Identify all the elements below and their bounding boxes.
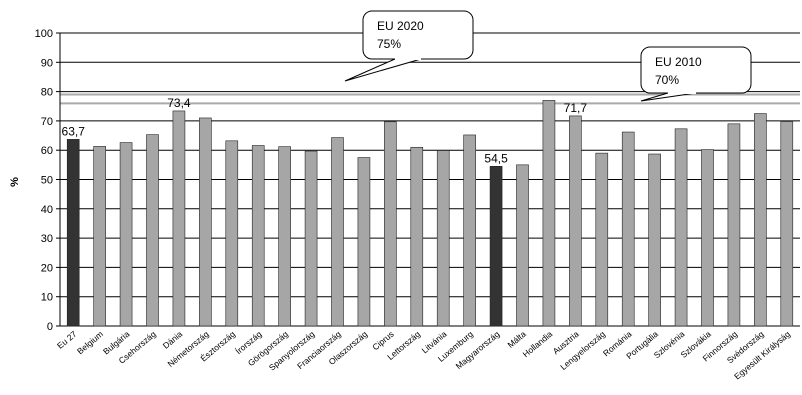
bar-ciprus xyxy=(384,121,397,327)
y-tick-label: 10 xyxy=(41,292,53,304)
callout-title: EU 2010 xyxy=(655,55,702,69)
y-tick-label: 20 xyxy=(41,262,53,274)
bar-magyarorszag xyxy=(489,166,503,327)
bar-hollandia xyxy=(542,100,556,327)
y-tick-label: 40 xyxy=(41,204,53,216)
bar-esztorszag xyxy=(225,140,239,327)
bar-belgium xyxy=(93,146,106,327)
callout-eu-2010: EU 2010 70% xyxy=(640,46,752,102)
bar-malta xyxy=(516,164,529,327)
bar-lettorszag xyxy=(410,146,424,327)
bar-luxemburg xyxy=(463,134,476,327)
y-tick-label: 50 xyxy=(41,175,53,187)
x-tick-label: Hollandia xyxy=(521,329,555,360)
bar-irorszag xyxy=(251,145,265,327)
data-label: 63,7 xyxy=(62,124,86,138)
bar-svedorszag xyxy=(754,113,767,327)
y-tick-label: 90 xyxy=(41,57,53,69)
y-axis-label: % xyxy=(9,177,21,187)
bar-romania xyxy=(621,131,635,327)
bar-lengyelorszag xyxy=(595,152,609,327)
bar-eu-27 xyxy=(66,139,80,327)
bar-nemetorszag xyxy=(199,117,212,327)
y-tick-label: 70 xyxy=(41,116,53,128)
bar-olaszorszag xyxy=(357,157,371,327)
x-tick-label: Málta xyxy=(505,329,528,350)
y-tick-label: 30 xyxy=(41,233,53,245)
bars xyxy=(66,100,794,327)
y-tick-label: 100 xyxy=(35,28,53,40)
data-label: 73,4 xyxy=(167,96,191,110)
bar-portugalia xyxy=(648,153,661,327)
callout-value: 70% xyxy=(655,73,679,87)
y-tick-label: 60 xyxy=(41,145,53,157)
bar-gorogorszag xyxy=(278,146,291,327)
bar-litvania xyxy=(436,150,450,327)
callout-value: 75% xyxy=(377,37,401,51)
axes: 0 10 20 30 40 50 60 70 80 90 100 xyxy=(35,28,61,333)
callout-title: EU 2020 xyxy=(377,19,424,33)
bar-ausztria xyxy=(569,115,582,327)
bar-bulgaria xyxy=(119,142,133,327)
y-tick-label: 0 xyxy=(47,321,53,333)
callouts: EU 2020 75% EU 2010 70% xyxy=(344,10,752,102)
bar-szlovakia xyxy=(701,149,714,327)
bar-csehorszag xyxy=(146,134,159,327)
bar-dania xyxy=(172,110,186,327)
bar-spanyolorszag xyxy=(304,150,318,327)
data-label: 54,5 xyxy=(484,151,508,165)
bar-szlovenia xyxy=(674,128,688,327)
bar-egyesult-kiralysag xyxy=(780,121,794,327)
bar-franciaorszag xyxy=(331,137,344,327)
x-tick-label: Belgium xyxy=(75,329,105,356)
callout-eu-2020: EU 2020 75% xyxy=(344,10,474,82)
bar-finnorszag xyxy=(727,123,741,327)
data-label: 71,7 xyxy=(564,101,588,115)
y-tick-label: 80 xyxy=(41,87,53,99)
